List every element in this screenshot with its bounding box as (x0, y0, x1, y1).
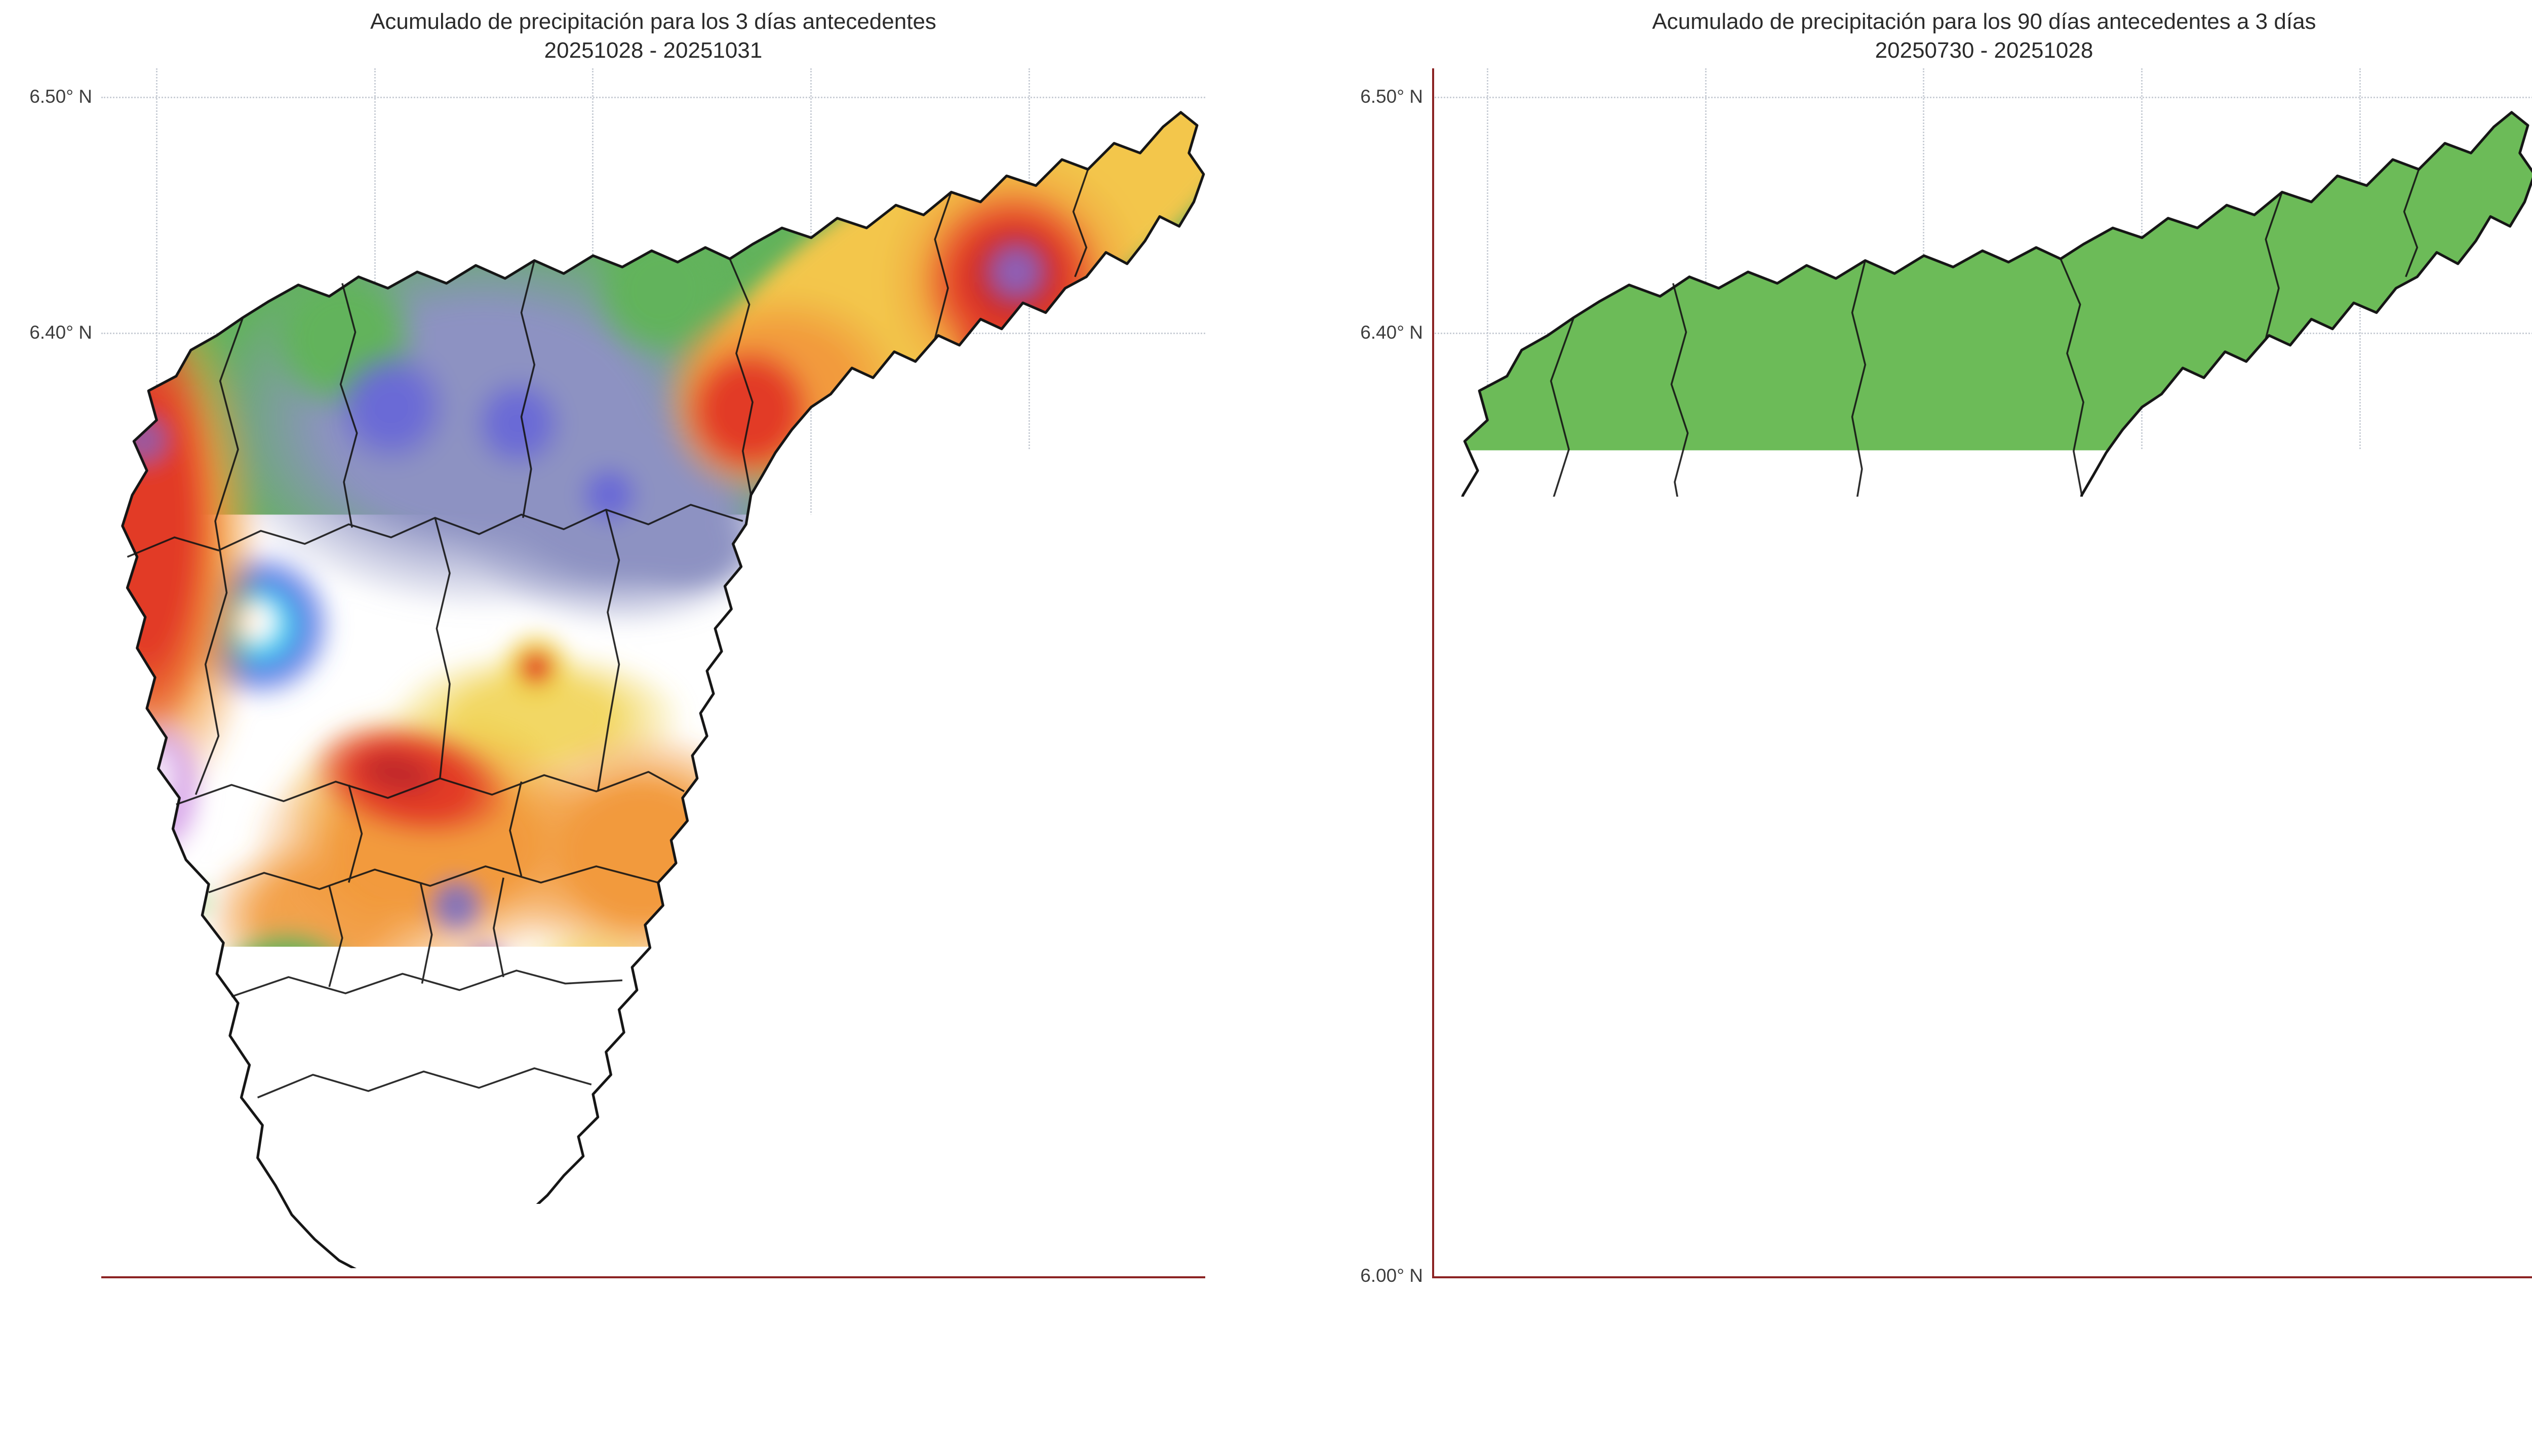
colorbar-tick-label: 5 (194, 1363, 205, 1384)
panel-title-right: Acumulado de precipitación para los 90 d… (1432, 7, 2532, 65)
colorbar-tick-label: 1000 (2424, 1363, 2465, 1384)
x-tick-label: 75.30° W (990, 1286, 1067, 1308)
panel-title-left-line2: 20251028 - 20251031 (101, 36, 1205, 65)
y-tick-label: 6.20° N (29, 794, 92, 815)
colorbar-tick-label: 50 (604, 1363, 625, 1384)
y-tick-label: 6.10° N (1360, 1029, 1423, 1050)
colorbar-label-left: Acumulado Precipitación [mm] (101, 1389, 1205, 1421)
precipitation-map-90day (1432, 68, 2532, 1278)
colorbar-over-arrow (2484, 1323, 2532, 1355)
colorbar-over-arrow (1154, 1323, 1204, 1355)
precipitation-map-3day (101, 68, 1205, 1278)
colorbar-gradient-bar (1484, 1323, 2484, 1355)
y-tick-label: 6.10° N (29, 1029, 92, 1050)
x-tick-label: 75.50° W (1884, 1286, 1962, 1308)
colorbar-tick-label: 200 (1660, 1363, 1692, 1384)
x-tick-label: 75.70° W (1448, 1286, 1525, 1308)
colorbar-tick-label: 100 (1061, 1363, 1092, 1384)
panel-title-left-line1: Acumulado de precipitación para los 3 dí… (101, 7, 1205, 36)
y-tick-label: 6.40° N (1360, 322, 1423, 343)
department-boundary-bottom-right-panel (1432, 1276, 2532, 1278)
y-tick-label: 6.30° N (1360, 558, 1423, 579)
colorbar-under-arrow (1434, 1323, 1484, 1355)
colorbar-label-right: Acumulado Precipitación [mm] (1432, 1389, 2532, 1421)
x-tick-label: 75.60° W (1666, 1286, 1744, 1308)
colorbar-tick-label: 20 (327, 1363, 348, 1384)
colorbar-90day (1432, 1322, 2532, 1356)
y-tick-label: 6.00° N (29, 1265, 92, 1286)
colorbar-tick-label: 40 (512, 1363, 533, 1384)
y-tick-label: 6.50° N (1360, 86, 1423, 107)
department-boundary-bottom-left-panel (101, 1276, 1205, 1278)
colorbar-tick-label: 1 (157, 1363, 168, 1384)
colorbar-under-arrow (103, 1323, 153, 1355)
colorbar-tick-label: 60 (697, 1363, 718, 1384)
x-tick-label: 75.70° W (117, 1286, 194, 1308)
y-tick-label: 6.00° N (1360, 1265, 1423, 1286)
x-tick-label: 75.40° W (772, 1286, 849, 1308)
colorbar-tick-label: 900 (2332, 1363, 2364, 1384)
x-tick-label: 75.50° W (553, 1286, 631, 1308)
colorbar-tick-label: 600 (2044, 1363, 2076, 1384)
y-tick-label: 6.50° N (29, 86, 92, 107)
y-tick-label: 6.30° N (29, 558, 92, 579)
colorbar-tick-label: 25 (373, 1363, 394, 1384)
figure: Acumulado de precipitación para los 3 dí… (0, 0, 2532, 1456)
colorbar-tick-label: 700 (2141, 1363, 2172, 1384)
colorbar-tick-label: 30 (420, 1363, 441, 1384)
precip-field-3day (101, 68, 1205, 1278)
colorbar-tick-label: 500 (1949, 1363, 1980, 1384)
department-boundary-west-right-panel (1432, 68, 1434, 1278)
panel-title-left: Acumulado de precipitación para los 3 dí… (101, 7, 1205, 65)
colorbar-tick-label: 15 (281, 1363, 302, 1384)
colorbar-tick-label: 800 (2237, 1363, 2268, 1384)
colorbar-tick-label: 300 (1756, 1363, 1788, 1384)
colorbar-tick-label: 100 (1564, 1363, 1596, 1384)
colorbar-gradient-bar (153, 1323, 1154, 1355)
y-tick-label: 6.40° N (29, 322, 92, 343)
y-tick-label: 6.20° N (1360, 794, 1423, 815)
colorbar-tick-label: 0 (1479, 1363, 1489, 1384)
colorbar-tick-label: 400 (1852, 1363, 1884, 1384)
colorbar-tick-label: 35 (466, 1363, 487, 1384)
x-tick-label: 75.40° W (2103, 1286, 2180, 1308)
colorbar-tick-label: 10 (235, 1363, 256, 1384)
panel-title-right-line1: Acumulado de precipitación para los 90 d… (1432, 7, 2532, 36)
x-tick-label: 75.30° W (2321, 1286, 2398, 1308)
panel-title-right-line2: 20250730 - 20251028 (1432, 36, 2532, 65)
x-tick-label: 75.60° W (335, 1286, 413, 1308)
colorbar-3day (101, 1322, 1205, 1356)
colorbar-tick-label: 80 (882, 1363, 902, 1384)
